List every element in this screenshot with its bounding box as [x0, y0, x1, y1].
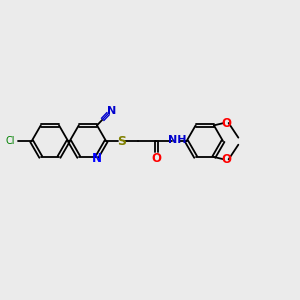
Text: O: O	[222, 116, 232, 130]
Text: N: N	[92, 152, 102, 165]
Text: NH: NH	[167, 135, 186, 145]
Text: O: O	[151, 152, 161, 165]
Text: Cl: Cl	[6, 136, 15, 146]
Text: S: S	[117, 135, 126, 148]
Text: N: N	[107, 106, 117, 116]
Text: O: O	[222, 153, 232, 166]
